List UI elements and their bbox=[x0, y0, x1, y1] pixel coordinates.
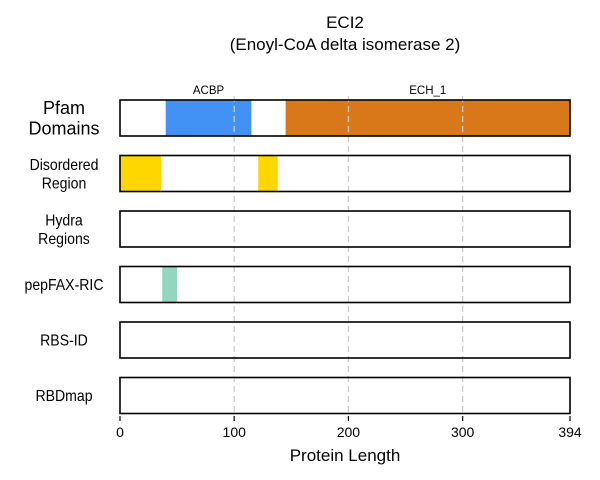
track-border bbox=[119, 99, 571, 137]
x-axis-label: Protein Length bbox=[290, 446, 401, 465]
track-border bbox=[119, 210, 571, 248]
grid-lines bbox=[233, 96, 464, 414]
track-label: Disordered bbox=[30, 156, 99, 174]
track-label: Domains bbox=[28, 119, 99, 139]
track-border bbox=[119, 265, 571, 304]
x-tick-label: 300 bbox=[451, 424, 475, 440]
x-tick-label: 100 bbox=[223, 424, 247, 440]
x-axis: 0 100 200 300 394 bbox=[116, 416, 582, 440]
chart-subtitle: (Enoyl-CoA delta isomerase 2) bbox=[230, 35, 461, 54]
domain-label: ECH_1 bbox=[409, 85, 446, 97]
segment-bar bbox=[162, 266, 178, 303]
track-background bbox=[120, 155, 570, 192]
track-border bbox=[119, 376, 571, 415]
x-tick-label: 200 bbox=[337, 424, 361, 440]
x-tick-label: 394 bbox=[558, 424, 582, 440]
track-label: Regions bbox=[38, 230, 90, 248]
track-label: Region bbox=[42, 174, 87, 192]
track-border bbox=[119, 321, 571, 359]
track-background bbox=[120, 322, 570, 358]
segment-bar bbox=[285, 100, 570, 136]
segment-bar bbox=[165, 100, 252, 136]
track-label: pepFAX-RIC bbox=[24, 276, 103, 294]
track-background bbox=[120, 266, 570, 303]
segment-bar bbox=[258, 155, 278, 192]
track-label: Hydra bbox=[45, 212, 83, 230]
track-label: RBDmap bbox=[35, 387, 92, 405]
track-background bbox=[120, 211, 570, 247]
track-background bbox=[120, 377, 570, 414]
track-label: Pfam bbox=[43, 98, 85, 118]
domain-label: ACBP bbox=[193, 85, 225, 97]
track-borders bbox=[119, 99, 571, 415]
segment-bar bbox=[120, 155, 162, 192]
x-tick-label: 0 bbox=[116, 424, 124, 440]
track-label: RBS-ID bbox=[40, 332, 88, 350]
track-border bbox=[119, 154, 571, 193]
chart-title: ECI2 bbox=[326, 13, 364, 32]
